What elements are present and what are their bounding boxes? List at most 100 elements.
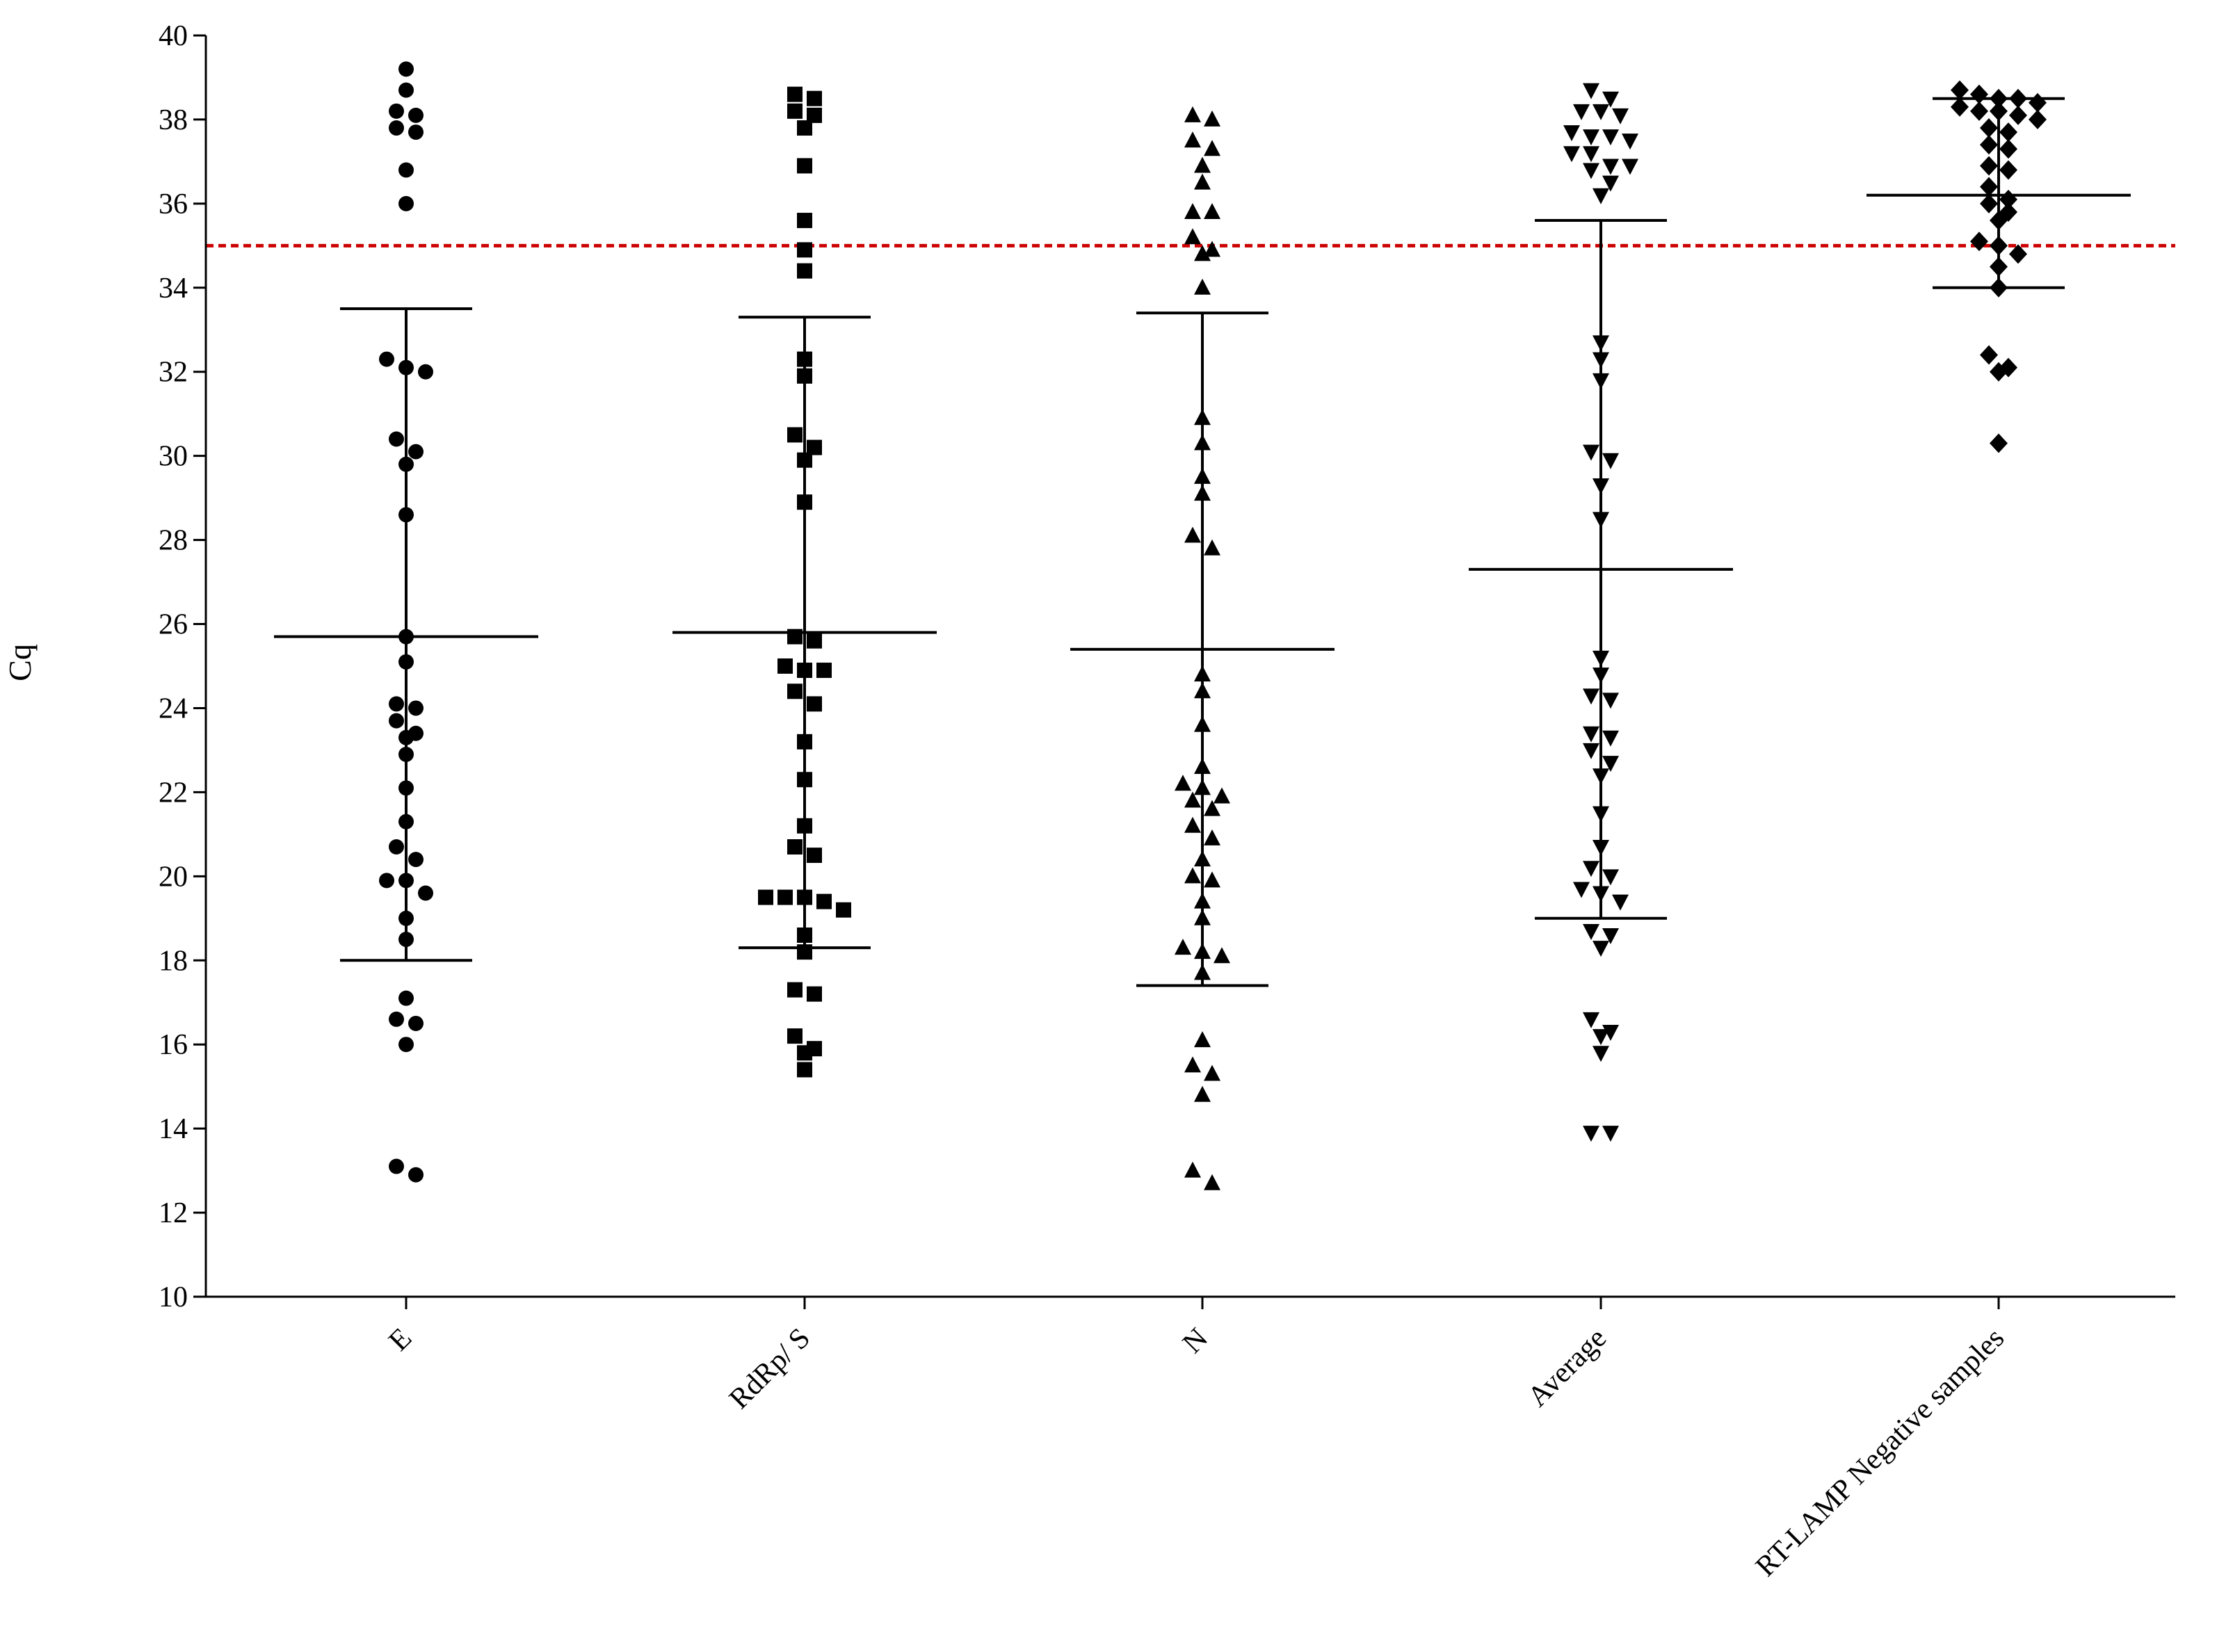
data-point (1214, 947, 1230, 964)
data-point (408, 107, 424, 123)
data-point (1612, 894, 1629, 911)
data-point (1583, 83, 1599, 99)
data-point (389, 1158, 404, 1174)
data-point (787, 982, 803, 998)
data-point (1563, 125, 1580, 142)
data-point (1573, 104, 1590, 120)
data-point (787, 103, 803, 119)
data-point (1602, 175, 1619, 192)
data-point (1175, 775, 1191, 791)
x-tick-label: RT-LAMP Negative samples (1750, 1322, 2010, 1583)
data-point (408, 444, 424, 460)
data-point (1204, 241, 1220, 257)
data-point (1602, 730, 1619, 747)
data-point (1583, 444, 1599, 461)
data-point (2029, 92, 2047, 113)
y-tick-label: 20 (159, 861, 188, 893)
data-point (1593, 104, 1609, 120)
data-point (1184, 526, 1201, 543)
data-point (408, 1167, 424, 1183)
y-tick-label: 14 (159, 1113, 188, 1145)
data-point (1980, 345, 1998, 365)
data-point (1583, 923, 1599, 940)
data-point (816, 893, 832, 909)
data-point (807, 107, 822, 123)
data-point (1990, 433, 2008, 453)
y-tick-label: 28 (159, 525, 188, 557)
data-point (398, 82, 414, 98)
data-point (1204, 110, 1220, 127)
y-axis-title: Cq (2, 644, 38, 681)
data-point (1175, 939, 1191, 955)
y-tick-label: 22 (159, 777, 188, 809)
data-point (1184, 228, 1201, 245)
data-point (1602, 756, 1619, 772)
data-point (1612, 108, 1629, 124)
data-point (1204, 871, 1220, 888)
data-point (389, 696, 404, 712)
data-point (1194, 1085, 1211, 1102)
data-point (1194, 173, 1211, 190)
data-point (1204, 202, 1220, 219)
data-point (787, 86, 803, 102)
data-point (1204, 1174, 1220, 1190)
data-point (1583, 129, 1599, 146)
y-tick-label: 16 (159, 1029, 188, 1061)
data-point (1602, 91, 1619, 108)
data-point (1583, 726, 1599, 743)
data-point (807, 439, 822, 455)
data-point (1194, 278, 1211, 295)
data-point (1980, 118, 1998, 138)
y-tick-label: 36 (159, 188, 188, 220)
y-tick-label: 12 (159, 1197, 188, 1229)
data-point (1204, 140, 1220, 156)
data-point (408, 852, 424, 868)
data-point (807, 696, 822, 712)
y-tick-label: 32 (159, 357, 188, 389)
data-point (1990, 362, 2008, 382)
data-point (1999, 122, 2017, 143)
data-point (1602, 159, 1619, 175)
y-tick-label: 30 (159, 441, 188, 473)
data-point (797, 242, 812, 258)
data-point (787, 683, 803, 699)
data-point (1999, 139, 2017, 159)
data-point (1184, 1056, 1201, 1073)
data-point (1602, 693, 1619, 709)
data-point (777, 889, 793, 905)
data-point (1593, 1046, 1609, 1062)
data-point (1951, 80, 1969, 100)
data-point (1583, 146, 1599, 163)
data-point (1194, 245, 1211, 261)
data-point (807, 848, 822, 864)
data-point (1204, 1064, 1220, 1081)
x-tick-label: Average (1522, 1322, 1613, 1414)
data-point (816, 663, 832, 679)
y-tick-label: 10 (159, 1281, 188, 1313)
data-point (807, 986, 822, 1002)
data-point (1194, 156, 1211, 173)
data-point (2009, 244, 2027, 264)
data-point (1204, 800, 1220, 816)
data-point (1970, 84, 1988, 104)
data-point (1573, 882, 1590, 898)
mean-sd-bars (274, 97, 2131, 987)
data-point (1204, 829, 1220, 845)
data-point (398, 195, 414, 211)
data-point (389, 120, 404, 136)
data-point (787, 1028, 803, 1044)
data-point (389, 713, 404, 729)
data-point (398, 990, 414, 1006)
x-tick-label: E (382, 1322, 418, 1358)
data-point (1194, 1031, 1211, 1048)
data-point (797, 263, 812, 279)
data-point (787, 839, 803, 855)
data-point (1970, 101, 1988, 121)
data-point (807, 90, 822, 106)
data-point (1602, 869, 1619, 886)
data-point (1602, 453, 1619, 469)
data-point (1602, 1025, 1619, 1042)
data-point (797, 1062, 812, 1078)
data-point (1214, 787, 1230, 804)
